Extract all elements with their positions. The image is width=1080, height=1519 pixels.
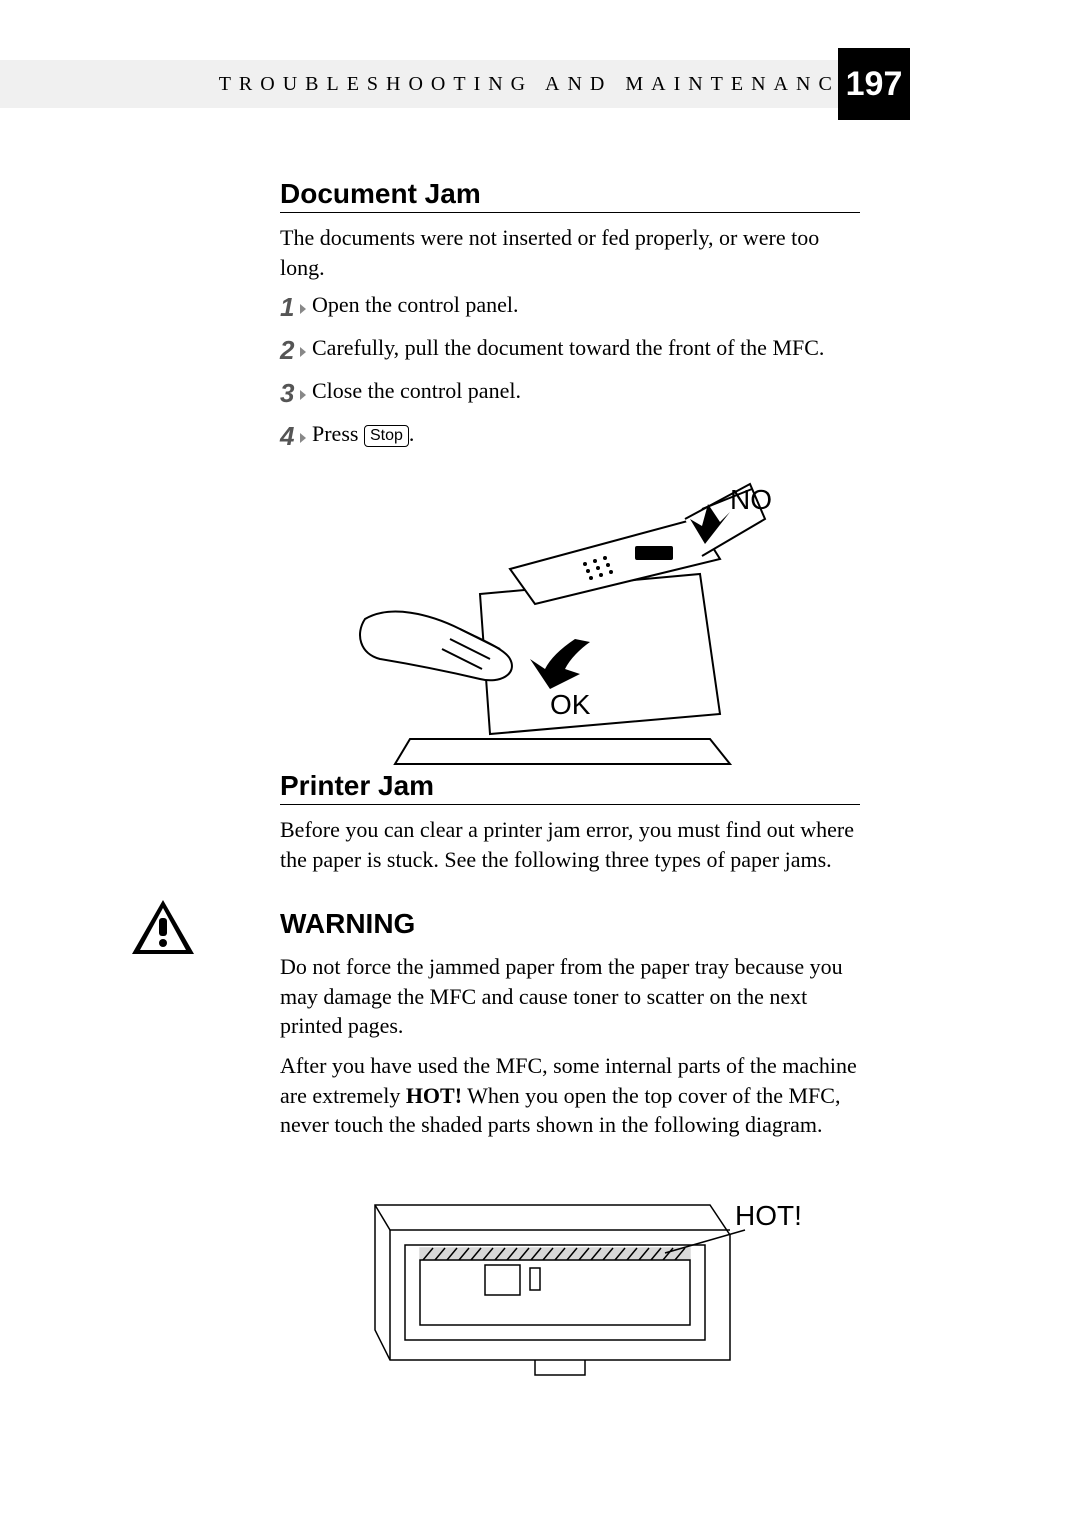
step-number-icon: 4	[280, 421, 312, 452]
step-number-icon: 2	[280, 335, 312, 366]
warning-para-2: After you have used the MFC, some intern…	[280, 1051, 860, 1140]
step-4-text: Press Stop.	[312, 421, 860, 447]
document-jam-figure: NO OK	[280, 464, 860, 804]
running-head-bar: TROUBLESHOOTING AND MAINTENANCE	[0, 60, 880, 108]
figure-label-no: NO	[730, 484, 772, 515]
heading-document-jam: Document Jam	[280, 178, 860, 213]
step-4: 4 Press Stop.	[280, 421, 860, 452]
section-document-jam: Document Jam The documents were not inse…	[280, 178, 860, 824]
section-printer-jam: Printer Jam Before you can clear a print…	[280, 770, 860, 884]
step-2: 2 Carefully, pull the document toward th…	[280, 335, 860, 366]
heading-warning: WARNING	[280, 908, 860, 942]
heading-printer-jam: Printer Jam	[280, 770, 860, 805]
section-warning: WARNING Do not force the jammed paper fr…	[280, 908, 860, 1420]
figure-label-hot: HOT!	[735, 1200, 802, 1231]
step-1: 1 Open the control panel.	[280, 292, 860, 323]
running-head-text: TROUBLESHOOTING AND MAINTENANCE	[219, 73, 860, 96]
printer-jam-intro: Before you can clear a printer jam error…	[280, 815, 860, 874]
stop-key-icon: Stop	[364, 425, 409, 447]
step-number-icon: 1	[280, 292, 312, 323]
mfc-pull-diagram: NO OK	[350, 464, 790, 804]
step-3: 3 Close the control panel.	[280, 378, 860, 409]
document-jam-steps: 1 Open the control panel. 2 Carefully, p…	[280, 292, 860, 452]
figure-label-ok: OK	[550, 689, 591, 720]
warning-triangle-icon	[130, 898, 196, 961]
step-number-icon: 3	[280, 378, 312, 409]
document-jam-intro: The documents were not inserted or fed p…	[280, 223, 860, 282]
hot-parts-figure: HOT!	[280, 1170, 860, 1400]
warning-para-1: Do not force the jammed paper from the p…	[280, 952, 860, 1041]
page-number: 197	[838, 48, 910, 120]
mfc-hot-diagram: HOT!	[335, 1170, 805, 1400]
